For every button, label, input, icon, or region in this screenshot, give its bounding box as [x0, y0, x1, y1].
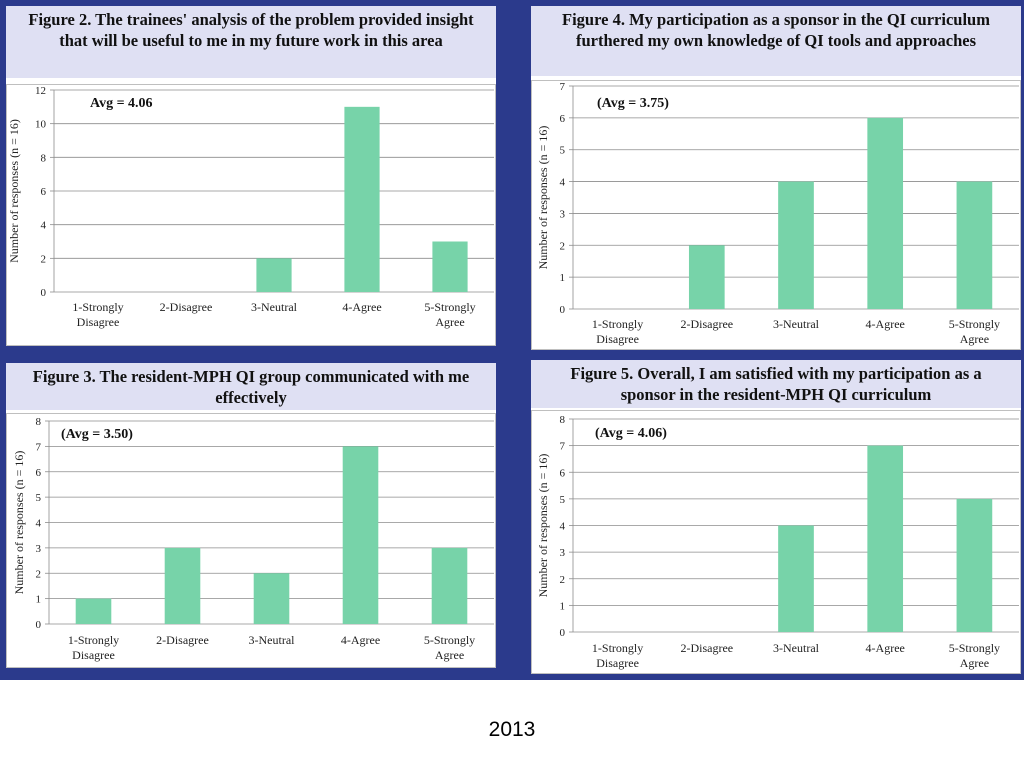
- bar: [688, 245, 725, 309]
- plot-area-frame: [531, 80, 1021, 350]
- bar: [867, 445, 904, 632]
- y-tick-label: 5: [36, 492, 42, 504]
- chart-title: Figure 5. Overall, I am satisfied with m…: [531, 360, 1021, 408]
- x-category-label: 1-Strongly Disagree: [592, 317, 643, 346]
- y-tick-label: 5: [560, 145, 566, 157]
- y-tick-label: 12: [35, 85, 46, 97]
- x-category-label: 3-Neutral: [773, 317, 820, 331]
- y-axis-label: Number of responses (n = 16): [536, 454, 550, 598]
- x-category-label: 1-Strongly Disagree: [68, 633, 119, 662]
- bar: [778, 525, 814, 632]
- y-tick-label: 7: [36, 441, 42, 453]
- y-tick-label: 1: [36, 594, 42, 606]
- average-annotation: (Avg = 4.06): [595, 426, 667, 441]
- y-tick-label: 0: [560, 627, 566, 639]
- bar: [778, 181, 814, 309]
- bar: [956, 498, 993, 632]
- x-category-label: 1-Strongly Disagree: [592, 641, 643, 670]
- y-tick-label: 6: [560, 113, 566, 125]
- figure-5-chart: 0 1 2 3 4 5 6 7 8 1-Strongly Disagree 2-Disagree 3-N…: [536, 414, 1019, 670]
- x-category-label: 4-Agree: [341, 633, 380, 647]
- y-tick-label: 6: [36, 467, 42, 479]
- y-tick-label: 1: [560, 272, 566, 284]
- x-category-label: 2-Disagree: [680, 317, 733, 331]
- y-tick-label: 2: [36, 568, 42, 580]
- bar: [75, 598, 112, 624]
- plot-area-frame: [531, 410, 1021, 674]
- bar: [432, 241, 468, 292]
- x-category-label: 4-Agree: [866, 641, 905, 655]
- figure-4-chart: 0 1 2 3 4 5 6 7 1-Strongly Disagree 2-Disagree 3-Ne…: [536, 81, 1019, 346]
- y-tick-label: 6: [560, 467, 566, 479]
- y-tick-label: 10: [35, 119, 47, 131]
- bar: [431, 547, 468, 624]
- y-tick-label: 1: [560, 600, 566, 612]
- y-tick-label: 8: [36, 416, 42, 428]
- y-tick-label: 3: [36, 543, 42, 555]
- chart-title: Figure 2. The trainees' analysis of the …: [6, 6, 496, 78]
- y-tick-label: 4: [560, 521, 566, 533]
- x-category-label: 4-Agree: [342, 300, 381, 314]
- x-category-label: 5-Strongly Agree: [949, 317, 1000, 346]
- average-annotation: (Avg = 3.50): [61, 427, 133, 442]
- y-tick-label: 0: [36, 619, 42, 631]
- y-tick-label: 8: [560, 414, 566, 426]
- x-category-label: 5-Strongly Agree: [424, 633, 475, 662]
- y-tick-label: 6: [41, 186, 47, 198]
- x-category-label: 1-Strongly Disagree: [72, 300, 123, 329]
- y-axis-label: Number of responses (n = 16): [536, 126, 550, 270]
- y-tick-label: 4: [560, 177, 566, 189]
- y-tick-label: 4: [41, 220, 47, 232]
- y-tick-label: 7: [560, 81, 566, 93]
- y-tick-label: 5: [560, 494, 566, 506]
- bar: [867, 117, 904, 309]
- y-tick-label: 3: [560, 547, 566, 559]
- x-category-label: 5-Strongly Agree: [949, 641, 1000, 670]
- figure-3-panel: Figure 3. The resident-MPH QI group comm…: [6, 363, 496, 668]
- y-tick-label: 3: [560, 208, 566, 220]
- chart-title: Figure 4. My participation as a sponsor …: [531, 6, 1021, 76]
- chart-title: Figure 3. The resident-MPH QI group comm…: [6, 363, 496, 410]
- average-annotation: (Avg = 3.75): [597, 96, 669, 111]
- y-tick-label: 8: [41, 152, 47, 164]
- x-category-label: 2-Disagree: [680, 641, 733, 655]
- y-tick-label: 4: [36, 518, 42, 530]
- x-category-label: 3-Neutral: [249, 633, 296, 647]
- bar: [344, 106, 380, 292]
- x-category-label: 4-Agree: [866, 317, 905, 331]
- plot-area-frame: [6, 84, 496, 346]
- bar: [256, 258, 292, 292]
- figure-4-panel: Figure 4. My participation as a sponsor …: [531, 6, 1021, 350]
- y-tick-label: 0: [41, 287, 47, 299]
- x-category-label: 3-Neutral: [251, 300, 298, 314]
- x-category-label: 5-Strongly Agree: [424, 300, 475, 329]
- y-tick-label: 7: [560, 441, 566, 453]
- figure-2-chart: 0 2 4 6 8 10 12 1-Strongly Disagree 2-Disagree 3-N…: [7, 85, 494, 329]
- y-tick-label: 2: [560, 574, 566, 586]
- y-tick-label: 0: [560, 304, 566, 316]
- y-tick-label: 2: [560, 240, 566, 252]
- x-category-label: 2-Disagree: [160, 300, 213, 314]
- plot-area-frame: [6, 413, 496, 668]
- average-annotation: Avg = 4.06: [90, 96, 153, 111]
- bar: [253, 573, 290, 624]
- figure-3-chart: 0 1 2 3 4 5 6 7 8 1-Strongly Disagree 2-Disagree 3-N…: [12, 416, 494, 662]
- y-axis-label: Number of responses (n = 16): [7, 119, 21, 263]
- y-axis-label: Number of responses (n = 16): [12, 451, 26, 595]
- x-category-label: 3-Neutral: [773, 641, 820, 655]
- year-caption: 2013: [488, 718, 536, 741]
- bar: [956, 181, 993, 309]
- x-category-label: 2-Disagree: [156, 633, 209, 647]
- bar: [342, 446, 379, 624]
- y-tick-label: 2: [41, 253, 47, 265]
- figure-5-panel: Figure 5. Overall, I am satisfied with m…: [531, 360, 1021, 674]
- bar: [164, 547, 201, 624]
- figure-2-panel: Figure 2. The trainees' analysis of the …: [6, 6, 496, 346]
